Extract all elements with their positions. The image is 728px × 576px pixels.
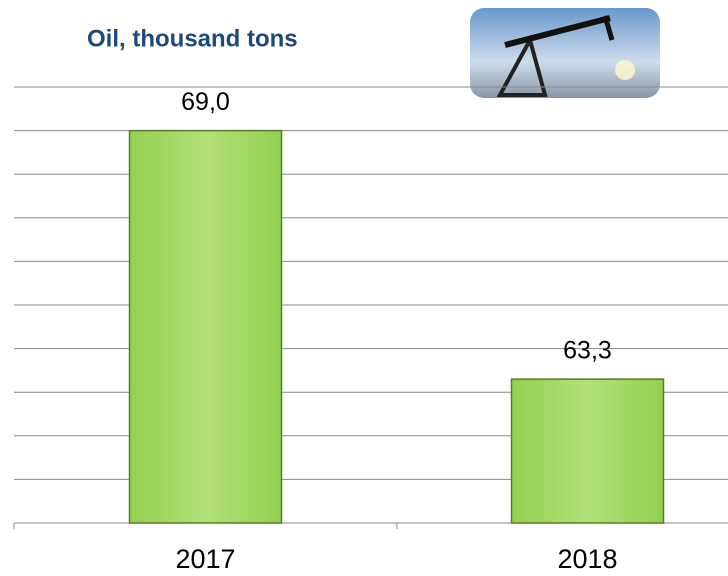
bar bbox=[510, 378, 665, 524]
oil-pump-image bbox=[470, 8, 660, 98]
value-label: 63,3 bbox=[563, 337, 612, 365]
bar bbox=[128, 129, 283, 524]
chart-title: Oil, thousand tons bbox=[87, 25, 298, 52]
value-label: 69,0 bbox=[181, 88, 230, 116]
x-tick-label: 2017 bbox=[175, 544, 235, 574]
x-tick-label: 2018 bbox=[557, 544, 617, 574]
